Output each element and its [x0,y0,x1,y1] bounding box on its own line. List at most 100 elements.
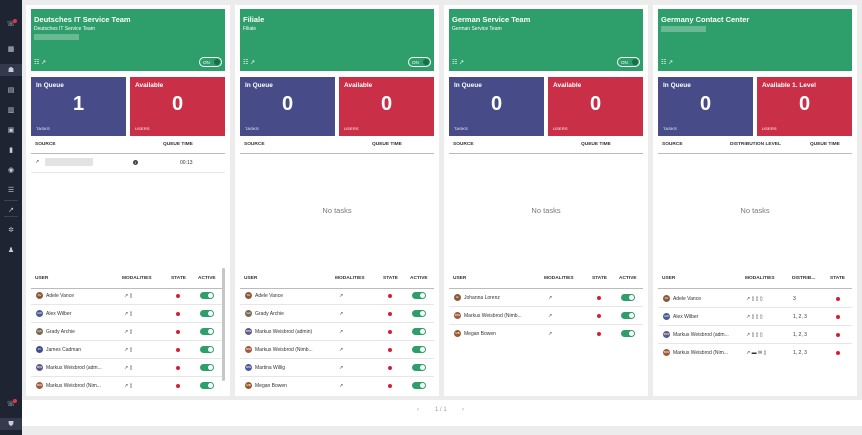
active-toggle[interactable] [200,364,214,371]
phone-notification-icon[interactable]: ☏ [6,19,17,28]
list-icon[interactable]: ☰ [7,186,15,194]
state-indicator [388,294,392,298]
team-active-toggle[interactable]: ON [617,57,640,67]
available-count: 0 [589,93,602,115]
team-active-toggle[interactable]: ON [408,57,431,67]
prev-page-button[interactable]: ‹ [417,407,419,413]
sidebar-divider [4,216,18,217]
in-queue-box: In Queue 0 TASKS [449,77,544,136]
state-header: STATE [383,276,399,281]
state-indicator [597,296,601,300]
phone-alert-icon[interactable]: ☏ [6,399,17,408]
active-toggle[interactable] [621,312,635,319]
user-name: Megan Bowen [255,383,287,389]
table-icon[interactable]: ▤ [7,86,15,94]
modalities: ↗ [339,383,344,389]
scrollbar[interactable] [222,268,225,381]
active-toggle[interactable] [412,328,426,335]
active-toggle[interactable] [200,328,214,335]
user-name: James Cadman [46,347,82,353]
state-header: STATE [830,276,846,281]
user-name: Markus Weisbrod (admin) [255,329,313,335]
active-toggle[interactable] [412,364,426,371]
modalities: ↗ [548,331,553,337]
users-icon[interactable]: ♟ [7,246,15,254]
chat-icon[interactable]: ◉ [7,166,15,174]
avatar: MW [663,349,670,356]
avatar: MB [245,382,252,389]
active-toggle[interactable] [621,294,635,301]
source-header: SOURCE [662,142,683,147]
state-indicator [836,297,840,301]
avatar: AV [36,292,43,299]
pagination: ‹ 1 / 1 › [22,400,862,426]
team-header: Germany Contact Center ☷ ↗ [658,9,852,71]
team-header-icons[interactable]: ☷ ↗ [452,60,465,66]
dashboard-icon[interactable]: ☗ [0,64,22,76]
routing-icon[interactable]: ↗ [8,206,14,214]
distribution-level: 1, 2, 3 [793,350,807,356]
team-header-icons[interactable]: ☷ ↗ [34,60,47,66]
info-icon[interactable]: i [133,160,138,165]
avatar: AV [663,295,670,302]
avatar: JL [454,294,461,301]
user-name: Alex Wilber [46,311,72,317]
in-queue-count: 1 [72,93,85,115]
team-card-0: Deutsches IT Service Team Deutsches IT S… [26,5,230,396]
state-indicator [597,332,601,336]
active-toggle[interactable] [412,346,426,353]
active-header: ACTIVE [198,276,216,281]
shield-icon[interactable]: ⛊ [0,418,22,430]
state-indicator [176,330,180,334]
state-indicator [836,333,840,337]
blurred-source [45,158,93,166]
available-box: Available 1. Level 0 USERS [757,77,852,136]
state-indicator [388,384,392,388]
state-indicator [836,351,840,355]
team-subtitle: German Service Team [452,26,502,32]
team-title: Deutsches IT Service Team [34,15,131,24]
state-indicator [388,348,392,352]
settings-icon[interactable]: ✲ [8,226,14,234]
available-box: Available 0 USERS [130,77,225,136]
avatar: AW [663,313,670,320]
active-toggle[interactable] [200,346,214,353]
team-header-icons[interactable]: ☷ ↗ [661,60,674,66]
modalities-header: MODALITIES [745,276,775,281]
active-toggle[interactable] [412,382,426,389]
modalities-header: MODALITIES [122,276,152,281]
active-toggle[interactable] [621,330,635,337]
available-count: 0 [171,93,184,115]
grid-icon[interactable]: ▦ [7,45,15,53]
queue-time-value: 00:13 [180,160,193,166]
user-name: Markus Weisbrod (adm... [46,365,102,371]
report-icon[interactable]: ▥ [7,106,15,114]
state-indicator [388,330,392,334]
team-card-1: Filiale Filiale ☷ ↗ ON In Queue 0 TASKS … [235,5,439,396]
notification-badge [13,19,17,23]
user-name: Adele Vance [673,296,701,302]
alert-badge [13,399,17,403]
active-header: ACTIVE [619,276,637,281]
modalities: ↗ [339,365,344,371]
avatar: MW [36,382,43,389]
sidebar-divider [4,200,18,201]
user-name: Markus Weisbrod (adm... [673,332,729,338]
active-toggle[interactable] [412,292,426,299]
modalities: ↗ ▯ [124,347,133,353]
active-toggle[interactable] [200,310,214,317]
modalities: ↗ ▯ [124,293,133,299]
user-header: USER [35,276,49,281]
team-subtitle: Filiale [243,26,257,32]
calendar-icon[interactable]: ▣ [7,126,15,134]
team-title: Filiale [243,15,265,24]
active-toggle[interactable] [412,310,426,317]
active-toggle[interactable] [200,382,214,389]
queue-time-header: QUEUE TIME [163,142,193,147]
active-toggle[interactable] [200,292,214,299]
next-page-button[interactable]: › [462,407,464,413]
team-active-toggle[interactable]: ON [199,57,222,67]
state-indicator [176,312,180,316]
chart-icon[interactable]: ▮ [9,146,13,154]
team-header-icons[interactable]: ☷ ↗ [243,60,256,66]
